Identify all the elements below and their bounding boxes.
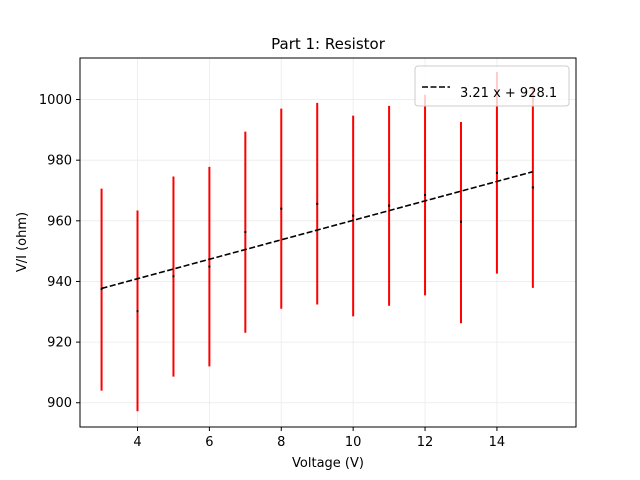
data-point — [352, 214, 355, 217]
y-tick-label: 900 — [47, 396, 72, 411]
y-tick-label: 980 — [47, 154, 72, 169]
y-tick-label: 940 — [47, 275, 72, 290]
fit-line-layer — [101, 170, 534, 290]
x-tick-label: 10 — [345, 435, 362, 450]
data-point — [388, 204, 391, 207]
chart-title: Part 1: Resistor — [271, 35, 386, 53]
data-point — [136, 310, 139, 313]
y-axis-label: V/I (ohm) — [15, 212, 30, 272]
data-point — [424, 194, 427, 197]
y-tick-label: 960 — [47, 214, 72, 229]
data-point — [280, 207, 283, 210]
plot-area-frame — [79, 57, 577, 428]
legend-box — [414, 65, 570, 107]
data-point — [316, 202, 319, 205]
data-point — [495, 171, 498, 174]
x-tick-label: 12 — [417, 435, 434, 450]
x-tick-label: 14 — [489, 435, 506, 450]
legend: 3.21 x + 928.1 — [414, 65, 570, 107]
y-tick-label: 1000 — [39, 93, 72, 108]
data-point — [100, 288, 103, 291]
grid — [80, 58, 576, 427]
data-point — [244, 231, 247, 234]
x-tick-label: 4 — [133, 435, 141, 450]
data-point — [172, 275, 175, 278]
y-tick-label: 920 — [47, 336, 72, 351]
x-tick-label: 6 — [205, 435, 213, 450]
data-point — [208, 265, 211, 268]
fit-line — [101, 170, 534, 290]
data-point — [531, 186, 534, 189]
data-point — [459, 220, 462, 223]
ticks: 4 6 8 10 12 14 900 920 940 960 980 1000 — [39, 93, 505, 450]
x-axis-label: Voltage (V) — [292, 456, 364, 471]
x-tick-label: 8 — [277, 435, 285, 450]
legend-label: 3.21 x + 928.1 — [460, 86, 557, 101]
error-bars — [100, 71, 534, 412]
